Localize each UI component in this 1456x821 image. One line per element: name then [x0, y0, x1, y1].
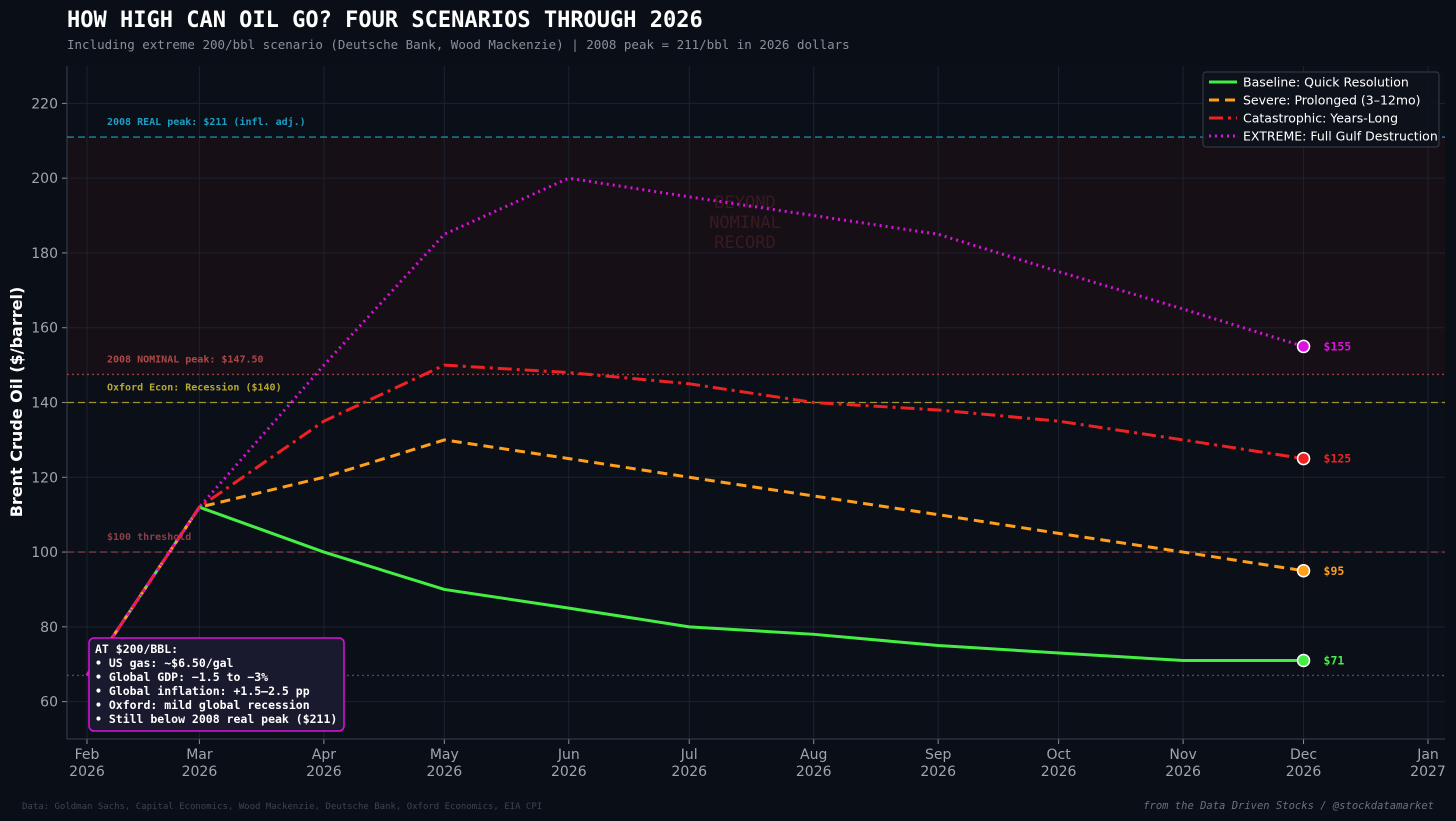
- x-tick-label-line: Dec: [1290, 747, 1317, 763]
- x-tick-label-line: Jan: [1416, 747, 1439, 763]
- annotation-line: • Oxford: mild global recession: [95, 698, 310, 712]
- end-marker: [1296, 451, 1311, 466]
- reference-line-label: $100 threshold: [107, 532, 191, 543]
- x-tick-label-line: Feb: [75, 747, 100, 763]
- x-tick-label-line: Mar: [186, 747, 213, 763]
- legend-label: EXTREME: Full Gulf Destruction: [1243, 129, 1438, 144]
- x-tick-label: Dec 2026: [1286, 747, 1322, 780]
- legend-label: Catastrophic: Years-Long: [1243, 111, 1398, 126]
- shaded-range-label: BEYOND NOMINAL RECORD: [709, 193, 781, 253]
- series-line: [85, 438, 1304, 677]
- x-tick-label-line: 2026: [796, 764, 832, 780]
- annotation-line: • Global inflation: +1.5–2.5 pp: [95, 684, 310, 698]
- value-label: $155: [1324, 339, 1352, 353]
- reference-line-label: Oxford Econ: Recession ($140): [107, 382, 282, 394]
- y-tick-label: 100: [31, 545, 58, 561]
- y-tick-label: 160: [31, 321, 58, 337]
- x-tick-label-line: 2026: [671, 764, 707, 780]
- x-tick-label-line: 2027: [1410, 764, 1446, 780]
- x-tick-label: Jul 2026: [671, 747, 707, 780]
- annotation-line: • Still below 2008 real peak ($211): [95, 712, 337, 726]
- x-tick-label: Sep 2026: [920, 747, 956, 780]
- series-line: [85, 363, 1304, 677]
- chart-title: HOW HIGH CAN OIL GO? FOUR SCENARIOS THRO…: [67, 8, 703, 33]
- x-tick-label-line: Oct: [1047, 747, 1072, 763]
- y-tick-label: 220: [31, 96, 58, 112]
- x-tick-label-line: Jun: [557, 747, 580, 763]
- x-tick-label-line: Sep: [925, 747, 952, 763]
- source: Data: Goldman Sachs, Capital Economics, …: [22, 802, 542, 812]
- x-tick-label-line: Apr: [312, 747, 336, 763]
- x-tick-label-line: 2026: [306, 764, 342, 780]
- x-tick-label-line: 2026: [1286, 764, 1322, 780]
- y-tick-label: 80: [40, 620, 58, 636]
- x-tick-label-line: 2026: [182, 764, 218, 780]
- y-tick-label: 120: [31, 470, 58, 486]
- x-tick-label: Mar 2026: [182, 747, 218, 780]
- x-tick-label: Jan 2027: [1410, 747, 1446, 780]
- x-tick-label-line: 2026: [920, 764, 956, 780]
- x-tick-label: Jun 2026: [551, 747, 587, 780]
- annotation-box: [88, 637, 345, 732]
- shaded-range: [67, 137, 1445, 375]
- x-tick-label-line: 2026: [551, 764, 587, 780]
- x-tick-label: Oct 2026: [1041, 747, 1077, 780]
- x-tick-label: May 2026: [427, 747, 463, 780]
- shaded-range-label-line: RECORD: [714, 233, 775, 253]
- x-tick-label-line: 2026: [1165, 764, 1201, 780]
- value-label: $71: [1324, 653, 1345, 667]
- x-tick-label-line: 2026: [69, 764, 105, 780]
- annotation-title: AT $200/BBL:: [95, 642, 178, 656]
- end-marker: [1296, 653, 1311, 668]
- legend-label: Baseline: Quick Resolution: [1243, 75, 1409, 90]
- x-tick-label-line: 2026: [1041, 764, 1077, 780]
- x-tick-label: Nov 2026: [1165, 747, 1201, 780]
- y-tick-label: 140: [31, 396, 58, 412]
- x-tick-label-line: Nov: [1169, 747, 1196, 763]
- chart-subtitle: Including extreme 200/bbl scenario (Deut…: [67, 37, 850, 52]
- shaded-range-label-line: BEYOND: [714, 193, 775, 213]
- reference-line-label: 2008 REAL peak: $211 (infl. adj.): [107, 116, 306, 128]
- x-tick-label: Apr 2026: [306, 747, 342, 780]
- legend-box: [1202, 71, 1440, 148]
- x-tick-label-line: 2026: [427, 764, 463, 780]
- annotation-line: • US gas: ~$6.50/gal: [95, 656, 234, 670]
- shaded-range-label-line: NOMINAL: [709, 213, 781, 233]
- series-line: [85, 176, 1304, 677]
- x-tick-label: Aug 2026: [796, 747, 832, 780]
- y-tick-label: 200: [31, 171, 58, 187]
- x-tick-label-line: Jul: [680, 747, 698, 763]
- credit: from the Data Driven Stocks / @stockdata…: [1143, 800, 1434, 812]
- y-tick-label: 60: [40, 695, 58, 711]
- x-tick-label: Feb 2026: [69, 747, 105, 780]
- value-label: $125: [1324, 452, 1352, 466]
- annotation-line: • Global GDP: −1.5 to −3%: [95, 670, 268, 684]
- series-line: [85, 505, 1304, 677]
- reference-line-label: 2008 NOMINAL peak: $147.50: [107, 354, 264, 365]
- legend-label: Severe: Prolonged (3–12mo): [1243, 93, 1421, 108]
- y-tick-label: 180: [31, 246, 58, 262]
- x-tick-label-line: Aug: [800, 747, 827, 763]
- end-marker: [1296, 339, 1311, 354]
- y-axis-label: Brent Crude Oil ($/barrel): [7, 287, 26, 518]
- x-tick-label-line: May: [430, 747, 459, 763]
- value-label: $95: [1324, 564, 1345, 578]
- end-marker: [1296, 564, 1311, 578]
